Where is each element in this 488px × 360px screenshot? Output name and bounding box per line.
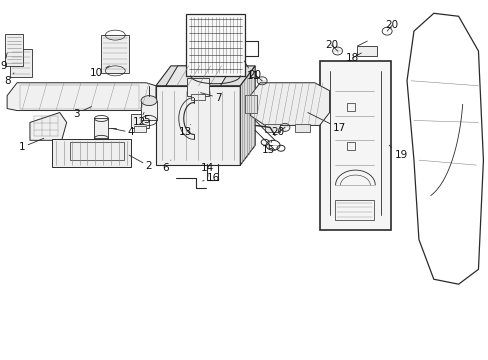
Bar [245,95,257,113]
Bar [357,46,376,56]
Text: 18: 18 [345,53,361,63]
Bar [347,142,355,150]
Bar [20,85,139,109]
Text: 10: 10 [90,66,109,78]
Text: 9: 9 [1,53,7,71]
Text: 4: 4 [111,127,134,138]
Text: 14: 14 [201,163,214,176]
Bar [347,103,355,111]
Text: 19: 19 [388,145,407,160]
Bar [264,125,280,132]
Bar [131,113,149,129]
Polygon shape [156,86,240,165]
Bar [294,125,309,132]
Text: 20: 20 [385,20,398,31]
Polygon shape [156,66,255,86]
Bar [69,142,124,160]
Bar [101,35,129,73]
Bar [10,49,32,77]
Polygon shape [7,83,156,111]
Bar [5,34,23,66]
Text: 2: 2 [129,155,152,171]
Text: 1: 1 [19,138,44,152]
Text: 6: 6 [162,160,170,173]
Bar [52,139,131,167]
Bar [190,94,204,100]
Text: 20: 20 [248,70,262,81]
Text: 11: 11 [244,61,259,81]
Bar [94,118,108,138]
Text: 17: 17 [307,113,346,134]
Bar [319,61,390,230]
Text: 16: 16 [202,173,220,183]
Bar [185,14,245,76]
Bar [141,100,157,121]
Bar [186,78,208,96]
Bar [134,126,146,132]
Text: 20: 20 [325,40,338,51]
Text: 20: 20 [271,127,285,138]
Text: 3: 3 [73,107,91,118]
Polygon shape [240,66,255,165]
Polygon shape [165,66,232,86]
Text: 7: 7 [200,93,222,103]
Bar [334,200,373,220]
Polygon shape [30,113,66,140]
Text: 12: 12 [132,113,145,127]
Text: 5: 5 [139,116,149,126]
Polygon shape [250,83,329,125]
Ellipse shape [141,96,157,105]
Text: 8: 8 [4,73,14,86]
Text: 15: 15 [261,140,274,155]
Text: 13: 13 [179,125,192,138]
